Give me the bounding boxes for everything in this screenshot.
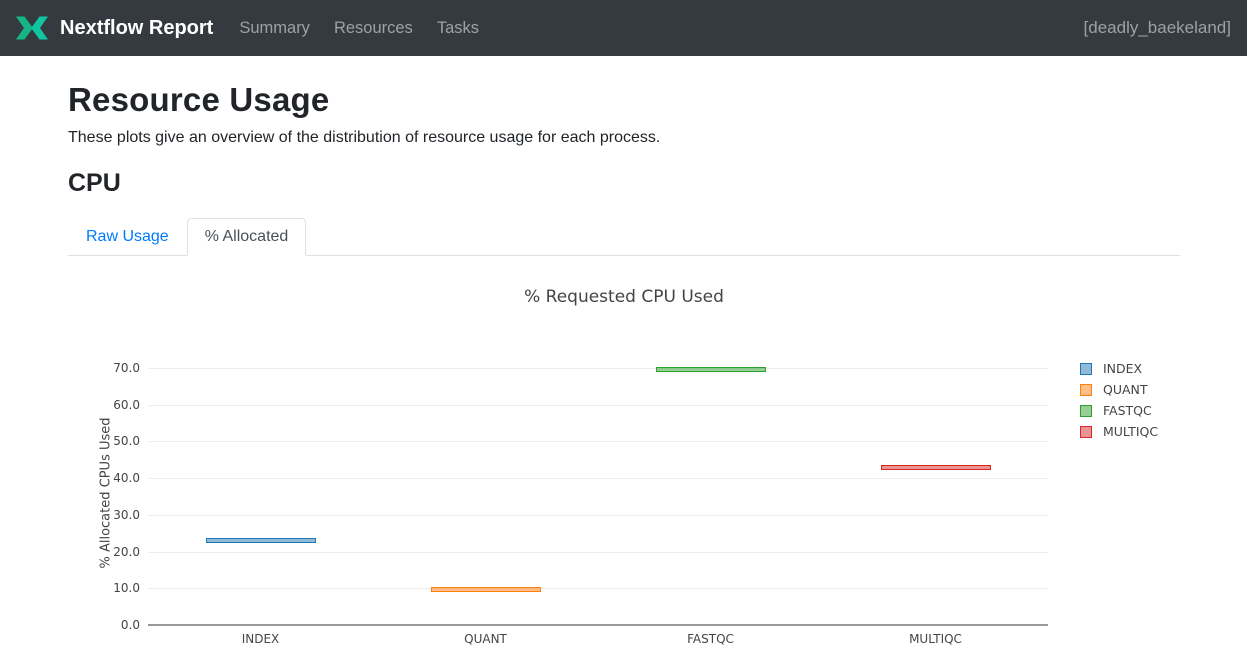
x-tick-label: INDEX <box>241 632 280 646</box>
x-tick-label: MULTIQC <box>909 632 962 646</box>
tab-percent-allocated[interactable]: % Allocated <box>186 218 307 256</box>
page-title: Resource Usage <box>68 81 330 118</box>
gridline <box>148 478 1048 480</box>
chart-title: % Requested CPU Used <box>524 287 724 307</box>
section-title-cpu: CPU <box>68 169 121 197</box>
nav-tasks[interactable]: Tasks <box>436 18 479 37</box>
box-quant[interactable] <box>430 586 541 592</box>
x-tick-label: QUANT <box>464 632 507 646</box>
nextflow-logo-icon <box>16 16 48 40</box>
tab-raw-usage-item: Raw Usage <box>68 218 187 255</box>
app-header: Nextflow Report Summary Resources Tasks … <box>0 0 1247 56</box>
top-nav: Summary Resources Tasks <box>239 19 503 38</box>
gridline <box>148 441 1048 443</box>
y-axis-title: % Allocated CPUs Used <box>98 417 114 569</box>
main-content: Resource Usage These plots give an overv… <box>0 81 1247 657</box>
y-tick-label: 50.0 <box>113 434 140 449</box>
y-tick-label: 70.0 <box>113 360 140 375</box>
gridline <box>148 514 1048 516</box>
box-fastqc[interactable] <box>655 366 766 372</box>
y-tick-label: 40.0 <box>113 471 140 486</box>
legend-item-multiqc[interactable]: MULTIQC <box>1080 424 1158 439</box>
y-tick-label: 60.0 <box>113 397 140 412</box>
legend-swatch-icon <box>1080 425 1092 438</box>
y-tick-label: 0.0 <box>120 618 140 632</box>
y-tick-label: 30.0 <box>113 507 140 522</box>
cpu-allocated-chart: % Requested CPU Used 0.0 10.0 20.0 30.0 40.0 5… <box>68 257 1180 657</box>
gridline <box>148 367 1048 369</box>
box-multiqc[interactable] <box>880 465 991 471</box>
nav-summary[interactable]: Summary <box>239 18 310 37</box>
legend-label: QUANT <box>1103 382 1148 397</box>
legend-item-fastqc[interactable]: FASTQC <box>1080 403 1158 418</box>
tab-raw-usage[interactable]: Raw Usage <box>86 228 169 245</box>
box-index[interactable] <box>205 538 316 544</box>
cpu-tab-bar: Raw Usage % Allocated <box>68 218 1180 256</box>
chart-legend: INDEX QUANT FASTQC MULTIQC <box>1080 361 1158 445</box>
legend-label: MULTIQC <box>1103 424 1159 439</box>
legend-label: INDEX <box>1103 361 1143 376</box>
legend-swatch-icon <box>1080 362 1092 375</box>
legend-swatch-icon <box>1080 383 1092 396</box>
gridline <box>148 404 1048 406</box>
gridline <box>148 588 1048 590</box>
x-tick-label: FASTQC <box>687 632 734 646</box>
legend-item-index[interactable]: INDEX <box>1080 361 1158 376</box>
tab-percent-allocated-item: % Allocated <box>186 218 307 256</box>
legend-item-quant[interactable]: QUANT <box>1080 382 1158 397</box>
legend-label: FASTQC <box>1103 403 1152 418</box>
legend-swatch-icon <box>1080 404 1092 417</box>
gridline <box>148 551 1048 553</box>
app-title: Nextflow Report <box>60 16 214 39</box>
page-description: These plots give an overview of the dist… <box>68 129 661 146</box>
y-tick-label: 10.0 <box>113 581 140 596</box>
y-tick-label: 20.0 <box>113 544 140 559</box>
run-name: [deadly_baekeland] <box>1083 18 1231 37</box>
x-axis-line <box>148 624 1048 626</box>
nav-resources[interactable]: Resources <box>333 18 413 37</box>
